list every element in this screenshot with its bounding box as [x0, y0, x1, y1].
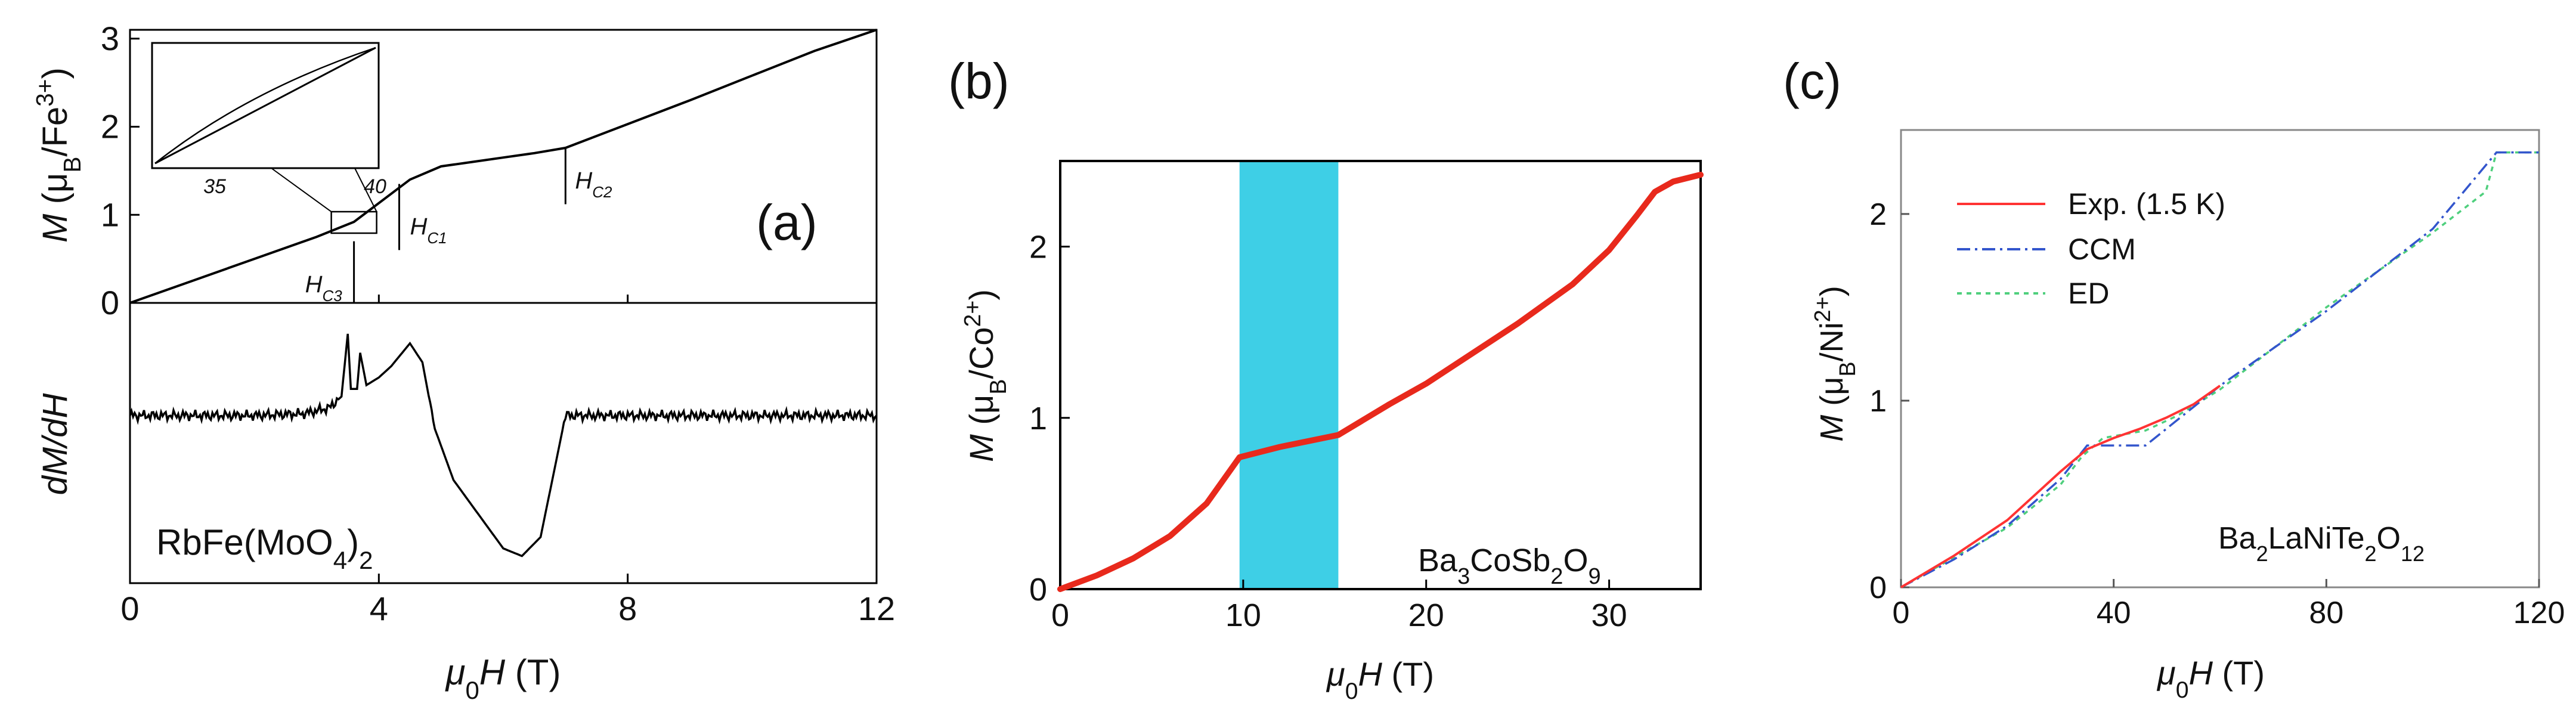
panel-c-frame [1900, 129, 2540, 589]
panel-a-inset-tick-label: 40 [364, 175, 386, 198]
panel-a-ytick-label: 2 [101, 108, 119, 145]
panel-a-dmdh-line [129, 333, 878, 558]
panel-a-frame [129, 29, 878, 584]
panel-b-sample-name: Ba3CoSb2O9 [1418, 543, 1601, 589]
panel-b-magnetization-line [1057, 172, 1704, 592]
panel-b-xtick-label: 20 [1408, 597, 1444, 633]
panel-b-xlabel: μ0H (T) [1326, 655, 1434, 703]
panel-b-xtick-label: 0 [1051, 597, 1069, 633]
panel-c-xtick-label: 40 [2097, 596, 2131, 630]
panel-a-ytick-label: 0 [101, 284, 119, 321]
panel-a-field-label: HC3 [305, 271, 343, 305]
panel-c-label: (c) [1783, 53, 1841, 109]
panel-b: 0 10 20 30 0 1 2 (b) Ba3CoSb2O9 [948, 53, 1704, 633]
panel-b-label: (b) [948, 53, 1010, 109]
panel-b-ytick-label: 1 [1029, 401, 1047, 436]
panel-c-ytick-label: 1 [1869, 384, 1887, 419]
panel-a-ytick-label: 3 [101, 20, 119, 57]
panel-c-series-line [1900, 385, 2221, 589]
panel-a-inset-curve-down [154, 47, 376, 164]
panel-c-xtick-label: 120 [2513, 596, 2565, 630]
panel-b-ytick-label: 0 [1029, 572, 1047, 608]
panel-a-sample-name: RbFe(MoO4)2 [156, 522, 373, 574]
panel-a-inset-curve-up [154, 47, 376, 165]
panel-a-xlabel: μ0H (T) [445, 652, 561, 703]
panel-a-field-label: HC2 [575, 168, 612, 201]
panel-a-xtick-label: 8 [618, 590, 637, 627]
panel-c-sample-name: Ba2LaNiTe2O12 [2218, 521, 2425, 566]
panel-a-zoom-connector [354, 168, 377, 212]
panel-a-xtick-label: 12 [858, 590, 895, 627]
panel-a-label: (a) [756, 194, 818, 250]
panel-b-xtick-label: 10 [1225, 597, 1261, 633]
panel-c-xlabel: μ0H (T) [2156, 654, 2265, 703]
panel-b-frame [1059, 160, 1702, 590]
panel-c-ytick-label: 0 [1869, 571, 1887, 605]
panel-b-ytick-label: 2 [1029, 230, 1047, 265]
panel-c-series-line [1900, 151, 2539, 589]
panel-c: 0 40 80 120 0 1 2 Exp. (1.5 K) CCM ED (c) Ba2LaNiTe… [1783, 53, 2565, 630]
panel-c-xtick-label: 0 [1893, 596, 1910, 630]
panel-c-legend-label: ED [2068, 277, 2109, 310]
panel-a-zoom-connector [271, 168, 332, 212]
panel-c-ytick-label: 2 [1869, 197, 1887, 232]
panel-b-xtick-label: 30 [1592, 597, 1627, 633]
panel-a-zoom-box [330, 210, 377, 234]
panel-a-ylabel-top: M (μB/Fe3+) [31, 67, 86, 243]
panel-c-legend-label: Exp. (1.5 K) [2068, 187, 2225, 221]
panel-a-xtick-label: 4 [370, 590, 388, 627]
panel-a-xtick-label: 0 [120, 590, 139, 627]
panel-c-legend-label: CCM [2068, 233, 2136, 266]
panel-a-field-label: HC1 [410, 213, 447, 247]
panel-c-xtick-label: 80 [2309, 596, 2343, 630]
panel-a-ytick-label: 1 [101, 196, 119, 233]
panel-c-ylabel: M (μB/Ni2+) [1810, 286, 1860, 441]
panel-b-ylabel: M (μB/Co2+) [960, 289, 1011, 462]
panel-a-magnetization-line [129, 29, 877, 304]
panel-a-inset-tick-label: 35 [203, 175, 226, 198]
panel-a-ylabel-bottom: dM/dH [36, 393, 75, 495]
panel-b-shaded-region [1239, 161, 1339, 589]
